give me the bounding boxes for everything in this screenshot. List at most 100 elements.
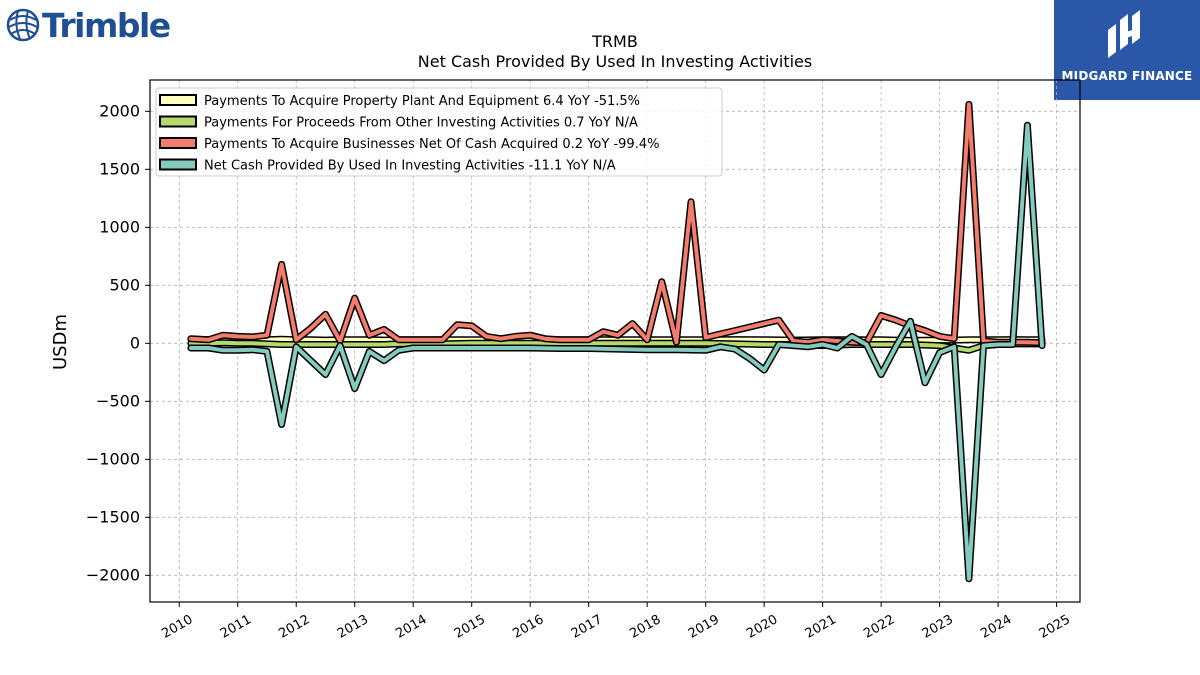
y-tick-label: −1000 [86,449,140,468]
x-tick-label: 2014 [393,612,429,642]
data-point [587,338,591,342]
series-outline [187,121,1046,583]
data-point [309,338,313,342]
data-point [572,338,576,342]
data-point [952,345,956,349]
data-point [294,338,298,342]
data-point [938,351,942,355]
data-point [616,347,620,351]
x-tick-label: 2013 [335,612,371,642]
data-point [236,348,240,352]
data-point [821,338,825,342]
data-point [879,373,883,377]
data-point [865,343,868,346]
x-tick-label: 2024 [978,612,1014,642]
data-point [499,341,503,345]
data-point [265,333,269,337]
data-point [777,318,781,322]
data-point [938,334,942,338]
data-point [908,319,912,323]
data-point [265,349,269,353]
data-point [221,348,225,352]
midgard-wordmark: MIDGARD FINANCE [1061,69,1193,83]
data-point [733,329,737,333]
data-point [207,346,210,350]
y-tick-label: −1500 [86,507,140,526]
data-point [704,336,708,339]
data-point [367,338,371,342]
legend-label: Payments To Acquire Property Plant And E… [204,94,640,109]
data-point [324,312,327,316]
data-point [704,348,708,352]
legend: Payments To Acquire Property Plant And E… [155,87,723,177]
data-point [835,339,839,343]
trimble-logo: Trimble [6,6,171,46]
x-tick-label: 2011 [218,612,254,642]
data-point [353,387,357,391]
data-point [441,338,444,342]
midgard-emblem-icon [1108,10,1140,58]
y-tick-label: 2000 [99,101,140,120]
data-point [514,334,518,338]
data-point [1025,123,1029,127]
data-point [441,346,444,350]
data-point [952,337,956,341]
data-point [879,343,883,346]
data-point [309,326,313,330]
x-tick-label: 2017 [569,612,605,642]
data-point [674,348,678,352]
data-point [265,342,269,346]
data-point [806,345,810,349]
data-point [250,335,254,339]
data-point [777,343,781,346]
series-layer [187,100,1046,583]
x-tick-label: 2020 [744,612,780,642]
legend-box [155,87,723,177]
data-point [601,330,605,334]
x-tick-label: 2021 [803,612,839,642]
data-point [221,341,225,345]
x-tick-label: 2025 [1037,612,1073,642]
data-point [821,343,825,346]
legend-swatch [159,158,197,171]
data-point [894,318,898,322]
data-point [674,340,678,344]
data-point [426,338,430,342]
data-point [660,280,664,284]
x-tick-label: 2022 [861,612,897,642]
legend-label: Payments To Acquire Businesses Net Of Ca… [204,137,659,152]
data-point [324,343,327,346]
plot-frame [149,79,1081,603]
data-point [645,338,649,342]
x-tick-label: 2016 [510,612,546,642]
legend-swatch [159,94,197,106]
x-tick-label: 2023 [920,612,956,642]
y-tick-label: 0 [130,333,140,352]
series-3 [187,121,1046,583]
data-point [806,340,810,344]
data-point [367,349,371,353]
data-point [528,341,532,345]
y-tick-label: −500 [96,391,140,410]
data-point [1040,344,1044,348]
y-axis-label: USDm [50,314,71,370]
data-point [748,356,751,360]
data-point [470,324,474,328]
data-point [309,343,313,346]
data-point [411,338,415,342]
data-point [367,333,371,337]
data-point [382,343,386,346]
data-point [1011,343,1015,346]
data-point [189,337,193,341]
data-point [733,342,737,346]
data-point [762,343,766,346]
data-point [908,343,912,346]
data-point [557,338,561,342]
legend-label: Payments For Proceeds From Other Investi… [204,116,638,131]
data-point [528,346,532,350]
data-point [236,334,240,338]
data-point [499,346,503,350]
data-point [718,332,722,336]
data-point [645,348,649,352]
